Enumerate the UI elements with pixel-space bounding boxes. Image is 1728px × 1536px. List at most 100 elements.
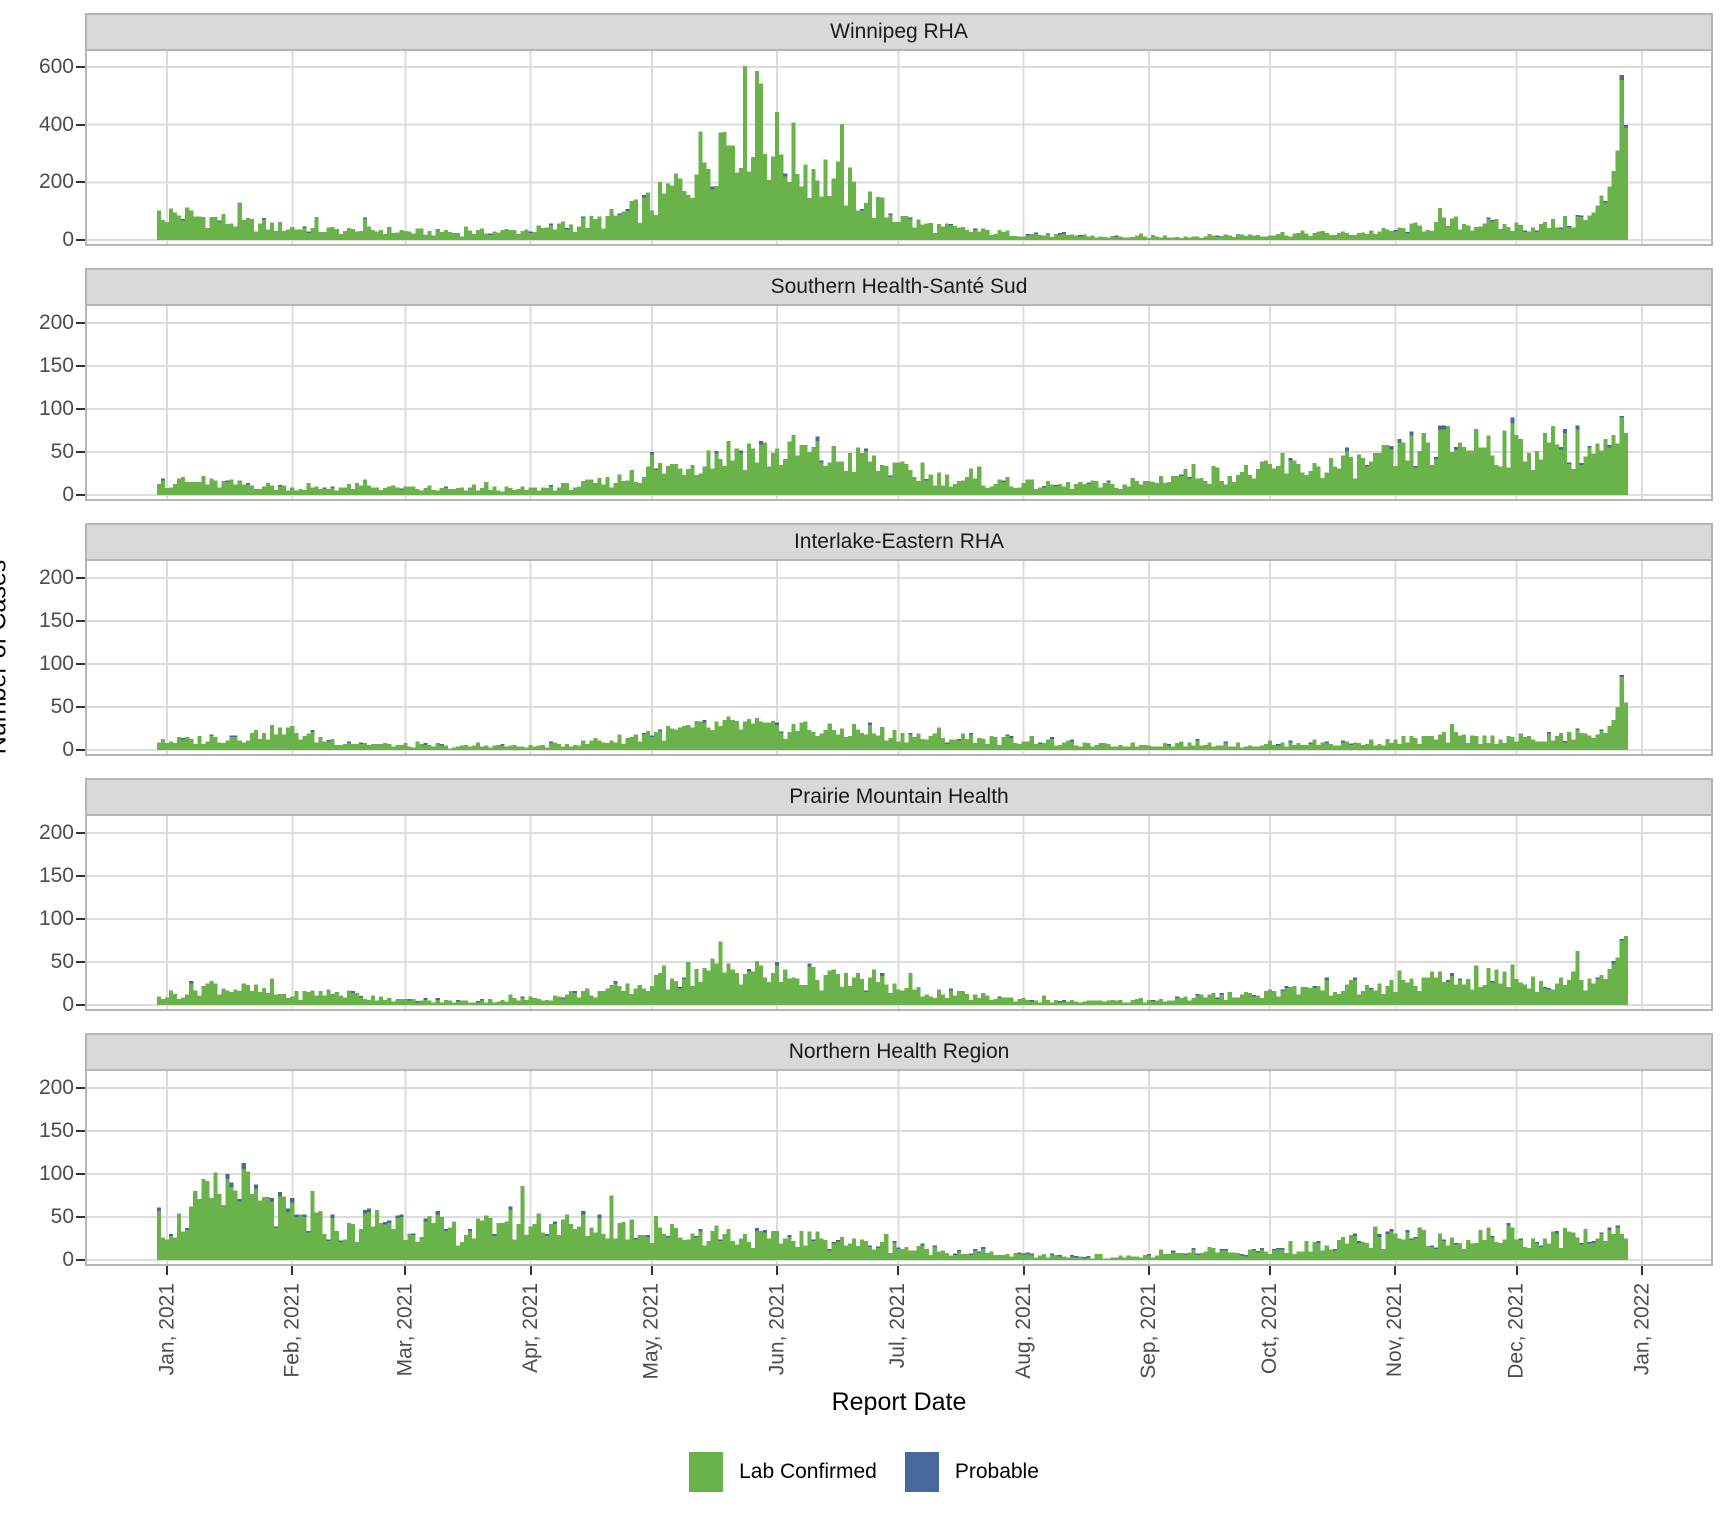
bar-lab-confirmed [1296, 232, 1301, 240]
bar-lab-confirmed [419, 1236, 424, 1260]
bar-lab-confirmed [710, 189, 715, 240]
gridline [1515, 51, 1518, 244]
bar-lab-confirmed [528, 1226, 533, 1260]
bar-lab-confirmed [1409, 736, 1414, 750]
bar-lab-confirmed [1215, 236, 1220, 240]
bar-probable [310, 730, 315, 732]
bar-lab-confirmed [1559, 449, 1564, 495]
bar-lab-confirmed [310, 731, 315, 750]
bar-lab-confirmed [225, 482, 230, 495]
bar-lab-confirmed [286, 998, 291, 1005]
y-axis-tick [76, 123, 85, 126]
bar-probable [1348, 743, 1354, 745]
bar-lab-confirmed [160, 738, 166, 750]
bar-probable [973, 1248, 978, 1251]
bar-lab-confirmed [1256, 1252, 1261, 1260]
bar-lab-confirmed [1033, 1000, 1038, 1005]
bar-lab-confirmed [973, 1250, 978, 1260]
bar-lab-confirmed [379, 489, 384, 495]
bar-lab-confirmed [249, 485, 254, 495]
bar-lab-confirmed [1454, 216, 1459, 240]
bar-lab-confirmed [1425, 229, 1430, 240]
bar-lab-confirmed [965, 1253, 970, 1260]
bar-lab-confirmed [1191, 1249, 1196, 1260]
bar-lab-confirmed [1393, 465, 1398, 495]
bar-lab-confirmed [1106, 237, 1111, 240]
bar-lab-confirmed [670, 978, 675, 1005]
bar-lab-confirmed [1247, 992, 1253, 1005]
bar-lab-confirmed [1393, 992, 1398, 1005]
bar-lab-confirmed [1171, 746, 1176, 750]
bar-lab-confirmed [334, 992, 339, 1005]
bar-lab-confirmed [318, 232, 323, 240]
bar-lab-confirmed [217, 994, 222, 1005]
bar-lab-confirmed [1542, 988, 1548, 1005]
bar-lab-confirmed [904, 742, 909, 750]
bar-lab-confirmed [476, 742, 481, 750]
bar-lab-confirmed [864, 202, 869, 240]
bar-lab-confirmed [811, 168, 816, 240]
bar-probable [908, 732, 913, 735]
bar-lab-confirmed [342, 230, 347, 240]
bar-lab-confirmed [1571, 469, 1576, 495]
bar-lab-confirmed [423, 488, 428, 495]
bar-lab-confirmed [1138, 1257, 1143, 1260]
bar-lab-confirmed [932, 1247, 937, 1260]
bar-lab-confirmed [439, 488, 444, 495]
bar-lab-confirmed [1389, 449, 1394, 495]
bar-probable [1243, 1255, 1248, 1257]
bar-lab-confirmed [1526, 988, 1531, 1005]
bar-lab-confirmed [973, 994, 978, 1005]
bar-lab-confirmed [302, 1217, 307, 1260]
bar-lab-confirmed [205, 228, 210, 240]
gridline [897, 561, 900, 754]
bar-lab-confirmed [1276, 996, 1281, 1005]
bar-lab-confirmed [1482, 985, 1487, 1005]
bar-lab-confirmed [459, 236, 465, 240]
bar-lab-confirmed [156, 742, 161, 750]
bar-lab-confirmed [1486, 435, 1491, 495]
bar-lab-confirmed [884, 465, 889, 495]
bar-lab-confirmed [1332, 992, 1337, 1005]
bar-probable [888, 475, 893, 477]
bar-lab-confirmed [645, 192, 650, 240]
bar-lab-confirmed [209, 1198, 214, 1260]
bar-lab-confirmed [488, 747, 493, 750]
bar-lab-confirmed [633, 734, 638, 750]
bar-lab-confirmed [1126, 746, 1131, 750]
bar-probable [1546, 731, 1552, 734]
bar-lab-confirmed [1482, 447, 1487, 495]
bar-lab-confirmed [221, 1204, 226, 1260]
bar-lab-confirmed [168, 487, 174, 495]
bar-lab-confirmed [1280, 452, 1285, 495]
bar-lab-confirmed [581, 740, 586, 750]
y-tick-label: 200 [38, 170, 74, 194]
bar-lab-confirmed [209, 736, 214, 750]
bar-probable [1106, 480, 1111, 483]
bar-lab-confirmed [1142, 236, 1147, 240]
bar-lab-confirmed [763, 1232, 768, 1260]
x-axis-tick [1022, 1266, 1025, 1275]
bar-probable [1017, 1252, 1022, 1254]
bar-lab-confirmed [484, 233, 489, 240]
bar-lab-confirmed [928, 222, 933, 240]
bar-lab-confirmed [552, 995, 557, 1005]
bar-lab-confirmed [961, 733, 966, 750]
bar-lab-confirmed [803, 985, 808, 1005]
bar-lab-confirmed [928, 1254, 933, 1260]
bar-lab-confirmed [1001, 997, 1006, 1005]
bar-lab-confirmed [1009, 235, 1014, 240]
bar-lab-confirmed [1256, 995, 1261, 1005]
bar-lab-confirmed [888, 476, 893, 495]
bar-lab-confirmed [892, 462, 897, 495]
bar-lab-confirmed [888, 737, 893, 750]
bar-lab-confirmed [969, 1254, 974, 1260]
bar-lab-confirmed [451, 488, 456, 495]
bar-lab-confirmed [431, 1002, 436, 1005]
bar-lab-confirmed [1199, 745, 1204, 750]
bar-lab-confirmed [1235, 233, 1240, 240]
bar-lab-confirmed [763, 722, 768, 750]
bar-lab-confirmed [168, 990, 174, 1005]
bar-lab-confirmed [952, 226, 958, 240]
bar-lab-confirmed [1401, 736, 1406, 750]
